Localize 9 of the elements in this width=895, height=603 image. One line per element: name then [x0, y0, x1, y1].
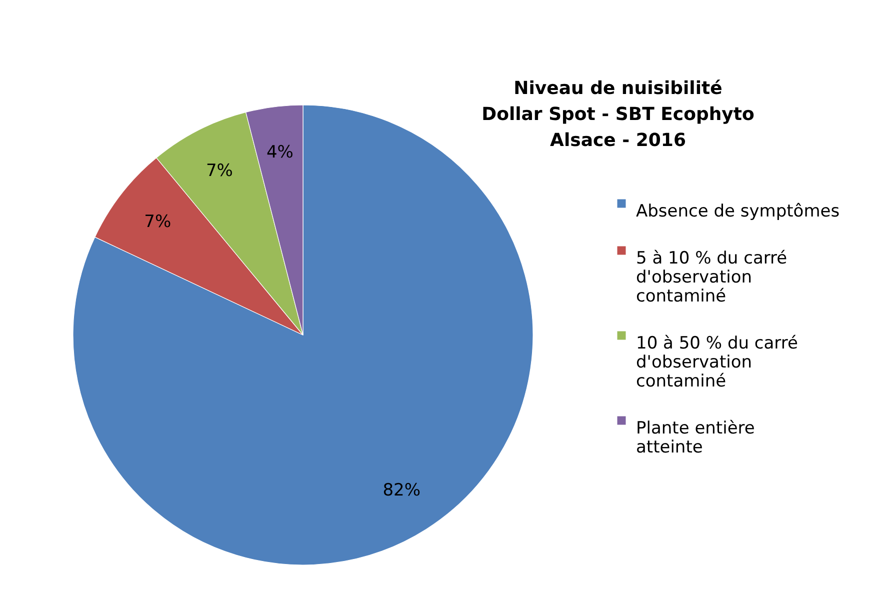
legend-label: Plante entière atteinte [636, 418, 755, 458]
data-label: 7% [144, 212, 172, 232]
legend-label: 5 à 10 % du carré d'observation contaminé [636, 248, 788, 306]
legend-label: 10 à 50 % du carré d'observation contaminé [636, 334, 798, 392]
legend-label: Absence de symptômes [636, 202, 840, 222]
data-label: 7% [206, 161, 233, 182]
chart-title: Niveau de nuisibilité Dollar Spot - SBT Ecophyto Alsace - 2016 [482, 78, 754, 151]
data-label: 82% [382, 480, 420, 500]
data-label: 4% [266, 142, 294, 162]
